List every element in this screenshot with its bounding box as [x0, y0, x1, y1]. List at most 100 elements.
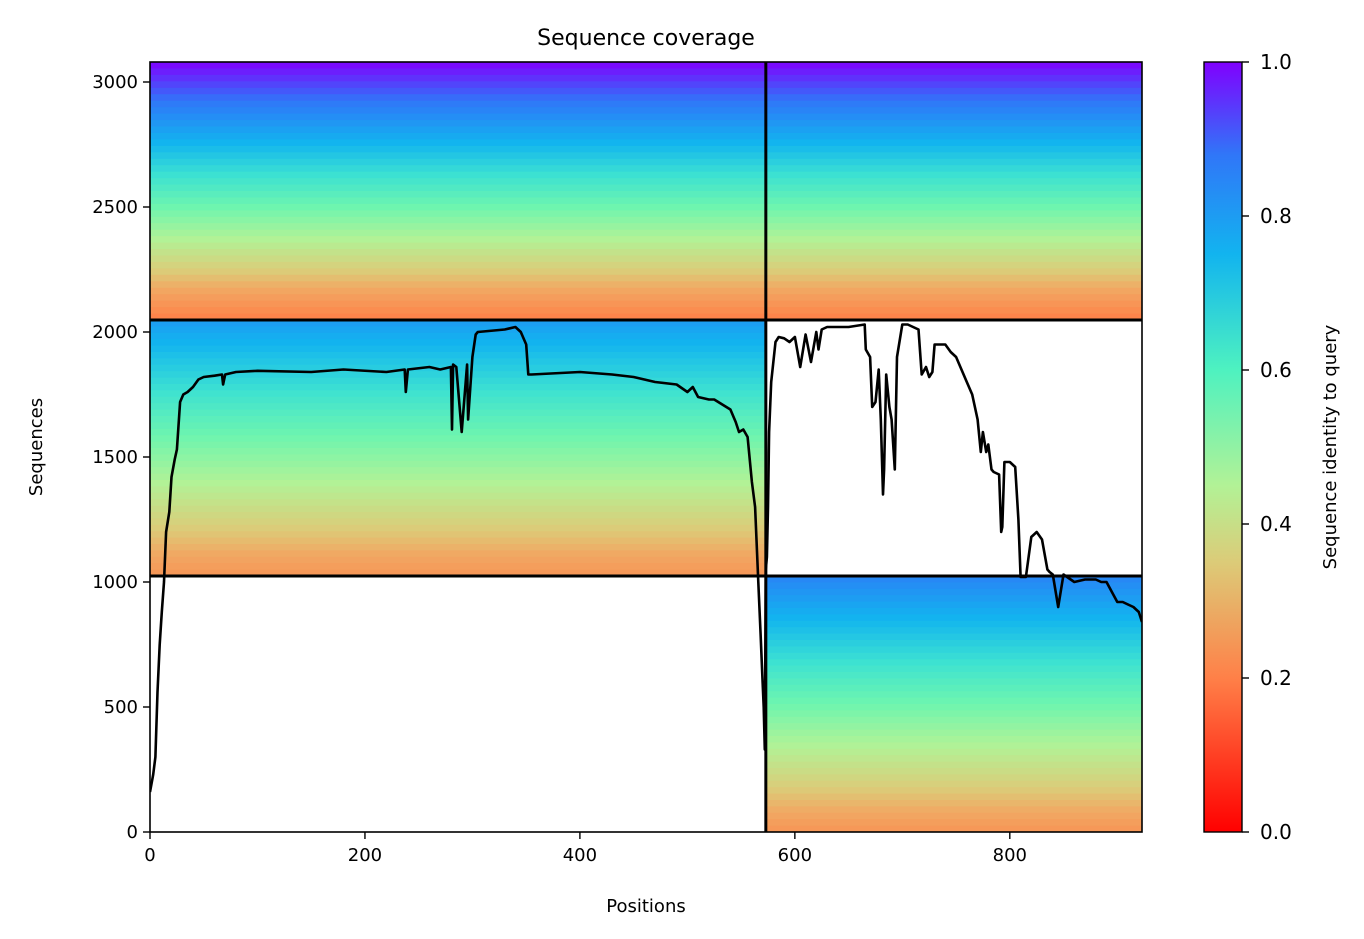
colorbar-tick-label: 0.6: [1260, 358, 1292, 382]
heatmap-band: [765, 601, 1142, 609]
heatmap-band: [150, 300, 766, 308]
heatmap-band: [765, 768, 1142, 775]
heatmap-band: [150, 320, 766, 327]
heatmap-band: [150, 531, 766, 539]
heatmap-band: [150, 100, 766, 108]
heatmap-block-chain-B-rows-2048-3080: [765, 62, 1142, 321]
heatmap-band: [765, 107, 1142, 115]
heatmap-band: [150, 255, 766, 263]
heatmap-band: [150, 107, 766, 115]
colorbar-tick-label: 1.0: [1260, 50, 1292, 74]
heatmap-band: [765, 646, 1142, 654]
plot-area: [150, 62, 1142, 832]
heatmap-band: [765, 774, 1142, 782]
heatmap-band: [765, 627, 1142, 635]
heatmap-band: [150, 236, 766, 244]
heatmap-band: [765, 216, 1142, 224]
x-axis-label: Positions: [606, 896, 685, 917]
heatmap-band: [765, 120, 1142, 128]
heatmap-band: [765, 659, 1142, 667]
heatmap-block-chain-A-rows-2048-3080: [150, 62, 766, 321]
heatmap-band: [150, 486, 766, 494]
heatmap-band: [150, 556, 766, 564]
heatmap-band: [765, 684, 1142, 692]
heatmap-band: [765, 716, 1142, 724]
colorbar-ticks: 0.0 0.2 0.4 0.6 0.8 1.0: [1242, 50, 1292, 844]
y-tick-label: 0: [127, 822, 138, 843]
heatmap-band: [150, 158, 766, 166]
heatmap-band: [765, 819, 1142, 827]
heatmap-band: [150, 171, 766, 179]
heatmap-band: [150, 145, 766, 153]
heatmap-band: [765, 620, 1142, 628]
x-tick-label: 0: [144, 845, 155, 866]
heatmap-band: [150, 454, 766, 462]
heatmap-band: [150, 358, 766, 366]
heatmap-band: [150, 448, 766, 455]
heatmap-band: [765, 742, 1142, 750]
heatmap-band: [765, 652, 1142, 660]
heatmap-band: [150, 197, 766, 205]
heatmap-band: [765, 178, 1142, 186]
heatmap-band: [150, 332, 766, 340]
heatmap-band: [765, 787, 1142, 795]
heatmap-band: [150, 460, 766, 468]
heatmap-band: [765, 608, 1142, 615]
heatmap-band: [150, 544, 766, 551]
heatmap-band: [150, 352, 766, 359]
heatmap-band: [150, 191, 766, 199]
heatmap-band: [150, 216, 766, 224]
heatmap-band: [765, 74, 1142, 82]
heatmap-band: [765, 152, 1142, 160]
x-tick-label: 200: [348, 845, 382, 866]
x-tick-label: 400: [563, 845, 597, 866]
heatmap-band: [765, 100, 1142, 108]
y-tick-label: 500: [104, 697, 138, 718]
heatmap-band: [150, 473, 766, 481]
heatmap-band: [765, 223, 1142, 231]
heatmap-band: [150, 307, 766, 315]
heatmap-band: [150, 512, 766, 519]
y-tick-label: 2000: [92, 322, 138, 343]
chart-title: Sequence coverage: [537, 26, 755, 51]
heatmap-band: [765, 300, 1142, 308]
heatmap-band: [150, 313, 766, 321]
heatmap-band: [150, 261, 766, 269]
heatmap-band: [765, 255, 1142, 263]
x-tick-label: 800: [993, 845, 1027, 866]
heatmap-block-chain-B-rows-0-1024: [765, 576, 1142, 832]
heatmap-band: [765, 710, 1142, 718]
heatmap-band: [150, 518, 766, 526]
heatmap-band: [765, 268, 1142, 276]
heatmap-band: [150, 249, 766, 257]
heatmap-band: [765, 287, 1142, 295]
heatmap-band: [765, 640, 1142, 647]
heatmap-band: [150, 268, 766, 276]
heatmap-band: [765, 229, 1142, 237]
heatmap-band: [765, 665, 1142, 673]
colorbar-gradient: [1203, 61, 1243, 833]
heatmap-band: [765, 68, 1142, 76]
heatmap-band: [765, 126, 1142, 134]
y-axis-label: Sequences: [26, 398, 47, 496]
heatmap-band: [765, 614, 1142, 622]
heatmap-band: [765, 158, 1142, 166]
heatmap-band: [150, 203, 766, 211]
y-tick-label: 2500: [92, 197, 138, 218]
heatmap-band: [150, 287, 766, 295]
heatmap-band: [765, 588, 1142, 596]
x-axis-ticks: 0 200 400 600 800: [144, 832, 1027, 866]
heatmap-band: [765, 595, 1142, 603]
heatmap-band: [150, 132, 766, 140]
heatmap-band: [150, 563, 766, 571]
heatmap-band: [150, 537, 766, 545]
heatmap-band: [150, 210, 766, 218]
heatmap-band: [150, 499, 766, 507]
heatmap-band: [150, 416, 766, 423]
heatmap-band: [150, 409, 766, 417]
heatmap-band: [765, 633, 1142, 641]
heatmap-band: [765, 81, 1142, 89]
colorbar: 0.0 0.2 0.4 0.6 0.8 1.0 Sequence identity to …: [1203, 50, 1341, 844]
heatmap-band: [150, 441, 766, 449]
heatmap-band: [150, 74, 766, 82]
